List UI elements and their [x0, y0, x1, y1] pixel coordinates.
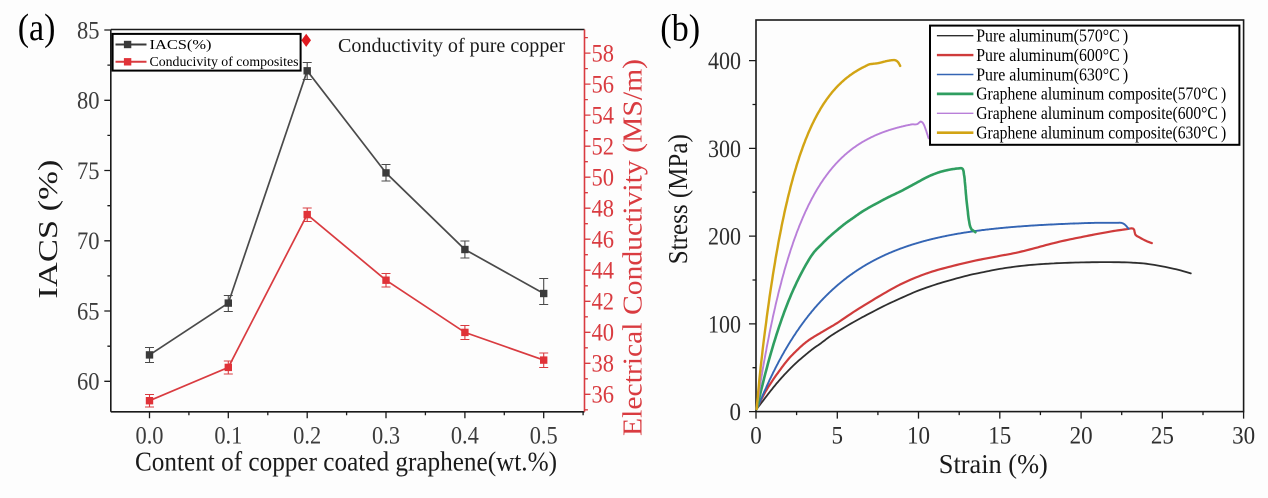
svg-text:Conductivity of pure copper: Conductivity of pure copper [338, 35, 565, 57]
svg-text:IACS (%): IACS (%) [33, 160, 63, 299]
svg-text:Electrical Conductivity (MS/m): Electrical Conductivity (MS/m) [618, 59, 648, 436]
svg-text:46: 46 [592, 225, 615, 254]
svg-text:85: 85 [77, 15, 100, 44]
svg-text:100: 100 [708, 309, 741, 338]
svg-text:58: 58 [592, 39, 615, 68]
svg-text:0.1: 0.1 [214, 421, 242, 450]
svg-text:65: 65 [77, 296, 100, 325]
svg-text:0.0: 0.0 [136, 421, 164, 450]
svg-text:Graphene aluminum composite(57: Graphene aluminum composite(570°C ) [976, 84, 1226, 104]
svg-text:Content of copper coated graph: Content of copper coated graphene(wt.%) [135, 446, 557, 476]
svg-text:54: 54 [592, 101, 615, 130]
svg-text:42: 42 [592, 287, 615, 316]
svg-text:50: 50 [592, 163, 615, 192]
svg-text:5: 5 [832, 421, 844, 450]
svg-text:75: 75 [77, 156, 100, 185]
svg-text:400: 400 [708, 46, 741, 75]
svg-text:Pure aluminum(630°C ): Pure aluminum(630°C ) [976, 64, 1128, 84]
svg-text:300: 300 [708, 134, 741, 163]
svg-text:Pure aluminum(570°C ): Pure aluminum(570°C ) [976, 26, 1128, 46]
svg-text:0.4: 0.4 [451, 421, 479, 450]
svg-text:Graphene aluminum composite(60: Graphene aluminum composite(600°C ) [976, 103, 1226, 123]
svg-text:0: 0 [730, 397, 742, 426]
svg-text:(a): (a) [18, 7, 56, 49]
svg-text:44: 44 [592, 256, 615, 285]
svg-text:Graphene aluminum composite(63: Graphene aluminum composite(630°C ) [976, 123, 1226, 143]
svg-text:0.2: 0.2 [293, 421, 321, 450]
svg-text:0.3: 0.3 [372, 421, 400, 450]
svg-text:(b): (b) [660, 8, 700, 50]
svg-text:80: 80 [77, 86, 100, 115]
svg-text:52: 52 [592, 132, 615, 161]
svg-text:Conducivity of composites: Conducivity of composites [150, 54, 299, 69]
svg-text:Pure aluminum(600°C ): Pure aluminum(600°C ) [976, 45, 1128, 65]
svg-text:Stress (MPa): Stress (MPa) [663, 134, 693, 264]
svg-text:25: 25 [1151, 421, 1174, 450]
svg-text:56: 56 [592, 70, 615, 99]
svg-text:10: 10 [907, 421, 930, 450]
svg-text:48: 48 [592, 194, 615, 223]
svg-text:60: 60 [77, 367, 100, 396]
svg-text:36: 36 [592, 380, 615, 409]
svg-text:30: 30 [1232, 421, 1255, 450]
svg-text:0: 0 [750, 421, 762, 450]
svg-text:15: 15 [988, 421, 1011, 450]
svg-text:Strain (%): Strain (%) [939, 449, 1048, 479]
svg-text:70: 70 [77, 226, 100, 255]
svg-text:0.5: 0.5 [530, 421, 558, 450]
svg-text:40: 40 [592, 318, 615, 347]
svg-text:20: 20 [1070, 421, 1093, 450]
svg-text:IACS(%): IACS(%) [150, 37, 212, 52]
svg-text:38: 38 [592, 349, 615, 378]
svg-text:200: 200 [708, 222, 741, 251]
